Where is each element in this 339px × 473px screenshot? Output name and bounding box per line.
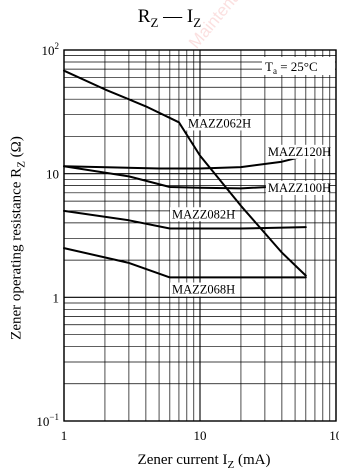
condition-box (262, 57, 335, 75)
series-line (63, 154, 307, 170)
series-label: MAZZ120H (268, 145, 331, 159)
plot-frame (63, 49, 337, 422)
series-label: MAZZ082H (172, 207, 235, 221)
x-tick-label: 102 (329, 426, 339, 443)
x-tick-label: 10 (194, 428, 207, 443)
series-line (63, 165, 307, 190)
condition-label: Ta = 25°C (265, 59, 318, 76)
series-label-bg (170, 282, 234, 297)
series-label-bg (265, 180, 330, 195)
y-tick-label: 10 (46, 167, 59, 182)
y-tick-label: 102 (42, 41, 60, 58)
series-label-bg (265, 144, 330, 159)
series-label: MAZZ100H (268, 181, 331, 195)
series-label: MAZZ068H (172, 283, 235, 297)
chart-title: RZ — IZ (137, 6, 202, 30)
series-label-bg (170, 207, 234, 222)
series-label: MAZZ062H (188, 116, 251, 130)
x-axis-label: Zener current IZ (mA) (137, 452, 271, 471)
series-line (63, 209, 307, 230)
series-line (63, 69, 307, 277)
series-label-bg (186, 116, 250, 131)
series-line (63, 247, 307, 279)
y-axis-label: Zener operating resistance RZ (Ω) (8, 136, 28, 340)
y-tick-label: 1 (53, 290, 60, 305)
x-tick-label: 1 (61, 428, 68, 443)
y-tick-label: 10−1 (36, 412, 59, 429)
